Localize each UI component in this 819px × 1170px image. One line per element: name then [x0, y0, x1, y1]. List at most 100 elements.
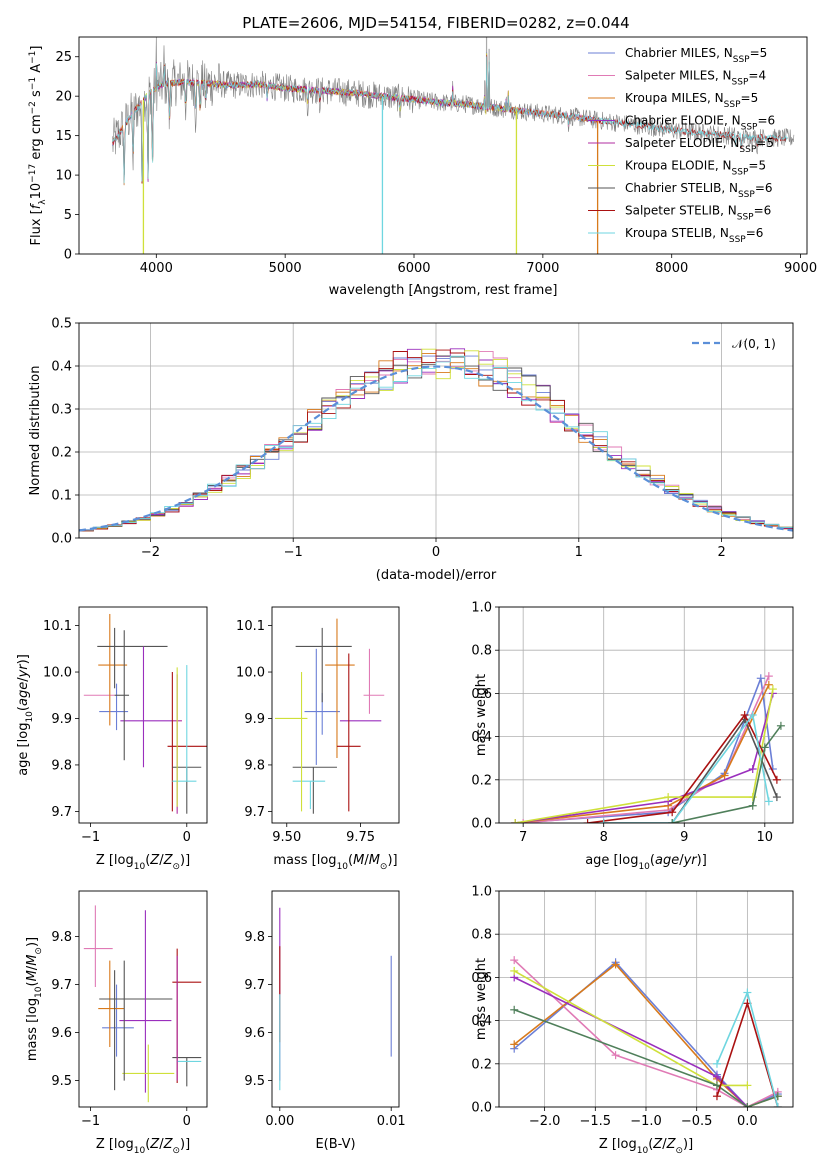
label-part: (: [650, 853, 655, 868]
label-part: )]: [180, 1137, 190, 1152]
plot-area: [511, 672, 785, 823]
legend-label: Chabrier STELIB, NSSP=6: [625, 181, 773, 200]
label-part: Z [log: [96, 853, 134, 868]
x-tick-label: 0.0: [737, 1114, 758, 1129]
mass-weight-line: [514, 688, 774, 823]
legend-label: Kroupa STELIB, NSSP=6: [625, 226, 763, 245]
y-tick-label: 0.2: [51, 446, 72, 461]
y-tick-label: 9.9: [244, 712, 265, 727]
legend-label: Chabrier ELODIE, NSSP=6: [625, 114, 775, 133]
label-part: (: [648, 1137, 653, 1152]
x-tick-label: 2: [717, 545, 725, 560]
residual-histogram: [79, 355, 793, 533]
label-part: age [log: [585, 853, 638, 868]
x-axis-label: age [log10(age/yr)]: [585, 853, 707, 872]
legend-label: Salpeter ELODIE, NSSP=5: [625, 136, 774, 155]
axes-frame: [78, 606, 208, 824]
axes-frame: [271, 890, 400, 1108]
y-tick-label: 9.6: [244, 1026, 265, 1041]
mass-weight-line: [587, 713, 778, 823]
label-part: s: [29, 90, 44, 101]
legend-label: 𝒩(0, 1): [732, 337, 776, 351]
y-tick-label: 0.2: [471, 1057, 492, 1072]
y-axis-label: Flux [fλ10−17 erg cm−2 s−1 A−1]: [28, 46, 48, 246]
legend-label: Salpeter MILES, NSSP=4: [625, 69, 766, 88]
x-axis-label: Z [log10(Z/Z⊙)]: [599, 1137, 693, 1156]
legend-name: Chabrier ELODIE, N: [625, 114, 741, 128]
label-part: mass [log: [25, 998, 40, 1061]
x-axis-label: (data-model)/error: [376, 568, 497, 583]
y-tick-label: 0.4: [471, 730, 492, 745]
label-part: Z: [163, 1137, 174, 1152]
x-tick-label: 0.01: [377, 1114, 406, 1129]
legend-sub: SSP: [738, 190, 755, 200]
y-tick-label: 0.4: [471, 1014, 492, 1029]
x-tick-label: 9: [680, 830, 688, 845]
x-tick-label: 9.75: [346, 830, 375, 845]
y-tick-label: 9.8: [244, 758, 265, 773]
label-part: 10: [134, 1146, 146, 1156]
axes-frame: [78, 322, 794, 539]
label-part: (: [348, 853, 353, 868]
x-tick-label: 7: [519, 830, 527, 845]
label-part: Z: [149, 853, 160, 868]
label-part: )]: [697, 853, 707, 868]
label-part: 10: [29, 183, 44, 200]
y-tick-label: 9.9: [51, 712, 72, 727]
label-part: Z: [163, 853, 174, 868]
figure-title: PLATE=2606, MJD=54154, FIBERID=0282, z=0…: [242, 14, 629, 32]
label-part: Z: [652, 1137, 663, 1152]
y-axis-label: mass [log10(M/M⊙)]: [25, 937, 44, 1061]
label-part: /: [159, 853, 164, 868]
mass-weight-vs-Z-panel: −2.0 −1.5 −1.0 −0.5 0.0 0.0 0.2 0.4 0.6 0.8 1.0 Z […: [471, 885, 794, 1156]
legend-label: Salpeter STELIB, NSSP=6: [625, 204, 771, 223]
legend-sub: SSP: [732, 78, 749, 88]
y-tick-label: 9.7: [51, 805, 72, 820]
label-part: /: [16, 677, 31, 682]
x-tick-label: −1: [81, 1114, 100, 1129]
label-part: 10: [337, 862, 349, 872]
label-part: −1: [28, 51, 38, 64]
legend-sub: SSP: [737, 213, 754, 223]
x-tick-label: 9000: [784, 261, 817, 276]
label-part: ⊙: [380, 862, 388, 872]
y-tick-label: 0.2: [471, 773, 492, 788]
legend-name: Salpeter STELIB, N: [625, 204, 737, 218]
label-part: )]: [16, 654, 31, 664]
label-part: age: [655, 853, 679, 868]
label-part: −2: [28, 101, 38, 114]
x-axis-label: Z [log10(Z/Z⊙)]: [96, 1137, 190, 1156]
x-tick-label: −1.0: [630, 1114, 662, 1129]
mass-vs-Z-panel: −1 09.59.69.79.8Z [log10(Z/Z⊙)]mass [log1…: [25, 890, 208, 1156]
label-part: M: [25, 955, 40, 966]
y-tick-label: 1.0: [471, 885, 492, 900]
legend-label: Chabrier MILES, NSSP=5: [625, 46, 767, 65]
model-spectrum-line: [112, 56, 788, 184]
label-part: 10: [34, 986, 44, 998]
x-tick-label: −1: [81, 830, 100, 845]
x-tick-label: 0: [183, 1114, 191, 1129]
label-part: M: [369, 853, 380, 868]
legend-nssp: =5: [750, 46, 768, 60]
label-part: 10: [637, 1146, 649, 1156]
label-part: −17: [28, 164, 38, 183]
y-tick-label: 15: [55, 129, 72, 144]
y-tick-label: 0.6: [471, 687, 492, 702]
x-tick-label: 4000: [140, 261, 173, 276]
label-part: (: [145, 853, 150, 868]
label-part: /: [679, 853, 684, 868]
plot-area: [279, 907, 392, 1091]
legend-name: Kroupa STELIB, N: [625, 226, 729, 240]
label-part: f: [29, 202, 44, 209]
x-tick-label: −2: [141, 545, 160, 560]
x-axis-label: mass [log10(M/M⊙)]: [273, 853, 397, 872]
y-axis-label: Normed distribution: [28, 366, 43, 496]
legend-name: Kroupa ELODIE, N: [625, 159, 732, 173]
mass-weight-line: [672, 725, 782, 823]
legend-nssp: =5: [756, 136, 774, 150]
label-part: (: [145, 1137, 150, 1152]
mass-weight-line: [603, 713, 770, 823]
model-spectrum-line: [143, 53, 518, 177]
model-spectrum-line: [112, 53, 597, 186]
